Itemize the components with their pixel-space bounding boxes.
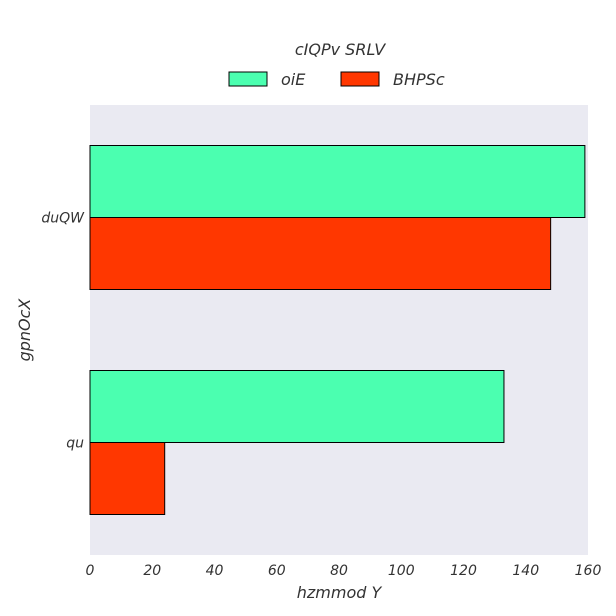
x-tick-label: 40 xyxy=(206,563,224,579)
x-axis-title: hzmmod Y xyxy=(297,583,383,602)
x-tick-label: 0 xyxy=(86,563,95,579)
legend-swatch-oiE xyxy=(228,71,268,87)
x-tick-label: 160 xyxy=(575,563,602,579)
bar-oiE-qu xyxy=(89,370,505,443)
x-tick-label: 60 xyxy=(268,563,286,579)
x-tick-label: 120 xyxy=(450,563,477,579)
x-tick-label: 20 xyxy=(143,563,161,579)
y-axis-title: gpnOcX xyxy=(15,298,34,362)
legend-label-BHPSc: BHPSc xyxy=(393,70,445,89)
bar-BHPSc-duQW xyxy=(89,217,552,290)
bar-BHPSc-qu xyxy=(89,442,166,515)
legend-swatch-BHPSc xyxy=(340,71,380,87)
y-tick-label: qu xyxy=(66,436,84,452)
x-tick-label: 100 xyxy=(388,563,415,579)
bar-oiE-duQW xyxy=(89,145,586,218)
legend-title: cIQPv SRLV xyxy=(295,40,386,59)
legend-label-oiE: oiE xyxy=(281,70,306,89)
x-tick-label: 80 xyxy=(330,563,348,579)
x-tick-label: 140 xyxy=(512,563,539,579)
y-tick-label: duQW xyxy=(41,211,85,227)
legend: cIQPv SRLV oiE BHPSc xyxy=(228,40,445,89)
